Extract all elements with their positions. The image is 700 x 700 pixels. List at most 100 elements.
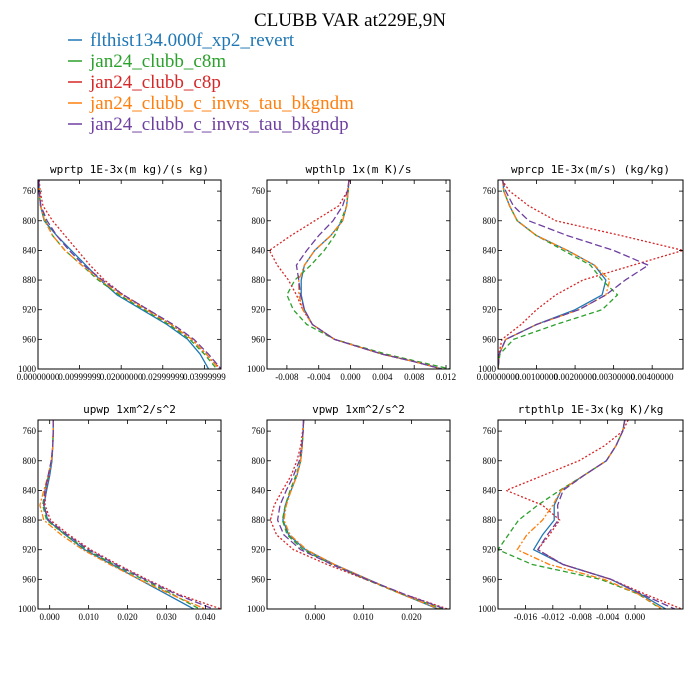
y-tick-label: 920 <box>23 305 37 315</box>
y-tick-label: 760 <box>252 426 266 436</box>
y-tick-label: 920 <box>23 545 37 555</box>
series-line-5 <box>38 180 221 369</box>
x-tick-label: -0.016 <box>514 612 538 622</box>
y-tick-label: 880 <box>23 275 37 285</box>
y-tick-label: 760 <box>23 426 37 436</box>
series-line-4 <box>39 420 206 609</box>
series-line-4 <box>516 420 663 609</box>
x-tick-label: 0.008 <box>404 372 425 382</box>
panel-title: wpthlp 1x(m K)/s <box>306 163 412 176</box>
y-tick-label: 840 <box>483 245 497 255</box>
panel-6: rtpthlp 1E-3x(kg K)/kg 760 800 840 880 920 960… <box>478 403 684 622</box>
panel-title: wprcp 1E-3x(m/s) (kg/kg) <box>511 163 670 176</box>
series-group <box>498 180 683 369</box>
x-tick-label: 0.020 <box>401 612 422 622</box>
y-tick-label: 840 <box>252 245 266 255</box>
series-line-1 <box>38 180 210 369</box>
series-line-2 <box>498 420 662 609</box>
panel-title: rtpthlp 1E-3x(kg K)/kg <box>518 403 664 416</box>
y-tick-label: 880 <box>252 275 266 285</box>
plot-frame <box>497 419 684 610</box>
y-tick-label: 840 <box>23 485 37 495</box>
y-tick-label: 1000 <box>18 364 37 374</box>
legend-entry: flthist134.000f_xp2_revert <box>68 30 295 51</box>
series-line-1 <box>498 180 607 369</box>
series-line-4 <box>38 180 220 369</box>
legend-entry: jan24_clubb_c_invrs_tau_bkgndm <box>68 93 354 114</box>
legend-label: jan24_clubb_c_invrs_tau_bkgndp <box>89 114 349 135</box>
series-line-1 <box>282 420 439 609</box>
series-line-3 <box>498 180 683 369</box>
series-line-4 <box>283 420 440 609</box>
x-tick-label: 0.000 <box>40 612 61 622</box>
x-tick-label: 0.030 <box>156 612 177 622</box>
series-line-5 <box>498 180 649 369</box>
y-tick-label: 1000 <box>247 364 266 374</box>
x-tick-label: 0.010 <box>78 612 99 622</box>
plot-frame <box>497 179 684 370</box>
series-line-3 <box>44 420 221 609</box>
y-tick-label: 960 <box>23 334 37 344</box>
y-tick-label: 920 <box>483 305 497 315</box>
series-line-5 <box>276 420 446 609</box>
y-tick-label: 920 <box>252 545 266 555</box>
y-tick-label: 1000 <box>478 364 497 374</box>
y-tick-label: 800 <box>252 456 266 466</box>
series-line-3 <box>269 420 448 609</box>
series-line-5 <box>43 420 214 609</box>
x-tick-label: 0.00999999 <box>58 372 101 382</box>
x-tick-label: 0.004 <box>372 372 393 382</box>
series-line-2 <box>42 420 200 609</box>
x-tick-label: 0.00400000 <box>631 372 674 382</box>
series-line-4 <box>298 180 443 369</box>
y-tick-label: 880 <box>483 275 497 285</box>
x-tick-label: 0.00300000 <box>592 372 635 382</box>
series-line-2 <box>281 420 444 609</box>
legend-label: jan24_clubb_c_invrs_tau_bkgndm <box>89 93 354 114</box>
series-line-1 <box>43 420 195 609</box>
series-line-4 <box>498 180 611 369</box>
x-tick-label: 0.00200000 <box>554 372 597 382</box>
y-tick-label: 880 <box>483 515 497 525</box>
y-tick-label: 920 <box>252 305 266 315</box>
x-tick-label: 0.010 <box>353 612 374 622</box>
x-tick-label: 0.040 <box>195 612 216 622</box>
series-line-2 <box>498 180 619 369</box>
series-group <box>38 180 221 369</box>
y-tick-label: 960 <box>252 574 266 584</box>
y-tick-label: 880 <box>252 515 266 525</box>
y-tick-label: 800 <box>23 216 37 226</box>
legend-label: jan24_clubb_c8m <box>89 51 226 72</box>
x-tick-label: -0.008 <box>569 612 593 622</box>
legend-entry: jan24_clubb_c_invrs_tau_bkgndp <box>68 114 349 135</box>
x-tick-label: 0.000 <box>625 612 646 622</box>
x-tick-label: 0.03999999 <box>183 372 226 382</box>
plot-frame <box>266 419 451 610</box>
panel-title: vpwp 1xm^2/s^2 <box>312 403 405 416</box>
y-tick-label: 760 <box>23 186 37 196</box>
series-line-2 <box>286 180 450 369</box>
series-line-1 <box>300 180 443 369</box>
y-tick-label: 760 <box>483 426 497 436</box>
y-tick-label: 800 <box>483 456 497 466</box>
y-tick-label: 760 <box>483 186 497 196</box>
series-line-5 <box>537 420 676 609</box>
series-group <box>39 420 221 609</box>
y-tick-label: 960 <box>252 334 266 344</box>
series-line-5 <box>295 180 443 369</box>
y-tick-label: 880 <box>23 515 37 525</box>
y-tick-label: 1000 <box>478 604 497 614</box>
series-line-3 <box>38 180 221 369</box>
panel-1: wprtp 1E-3x(m kg)/(s kg) 760 800 840 880 920 9… <box>17 163 227 382</box>
y-tick-label: 1000 <box>247 604 266 614</box>
x-tick-label: -0.012 <box>541 612 564 622</box>
y-tick-label: 800 <box>23 456 37 466</box>
x-tick-label: 0.00000000 <box>17 372 60 382</box>
plot-frame <box>37 419 222 610</box>
plot-frame <box>37 179 222 370</box>
legend: flthist134.000f_xp2_revertjan24_clubb_c8… <box>68 30 354 135</box>
panel-title: wprtp 1E-3x(m kg)/(s kg) <box>50 163 209 176</box>
y-tick-label: 1000 <box>18 604 37 614</box>
series-group <box>269 420 448 609</box>
